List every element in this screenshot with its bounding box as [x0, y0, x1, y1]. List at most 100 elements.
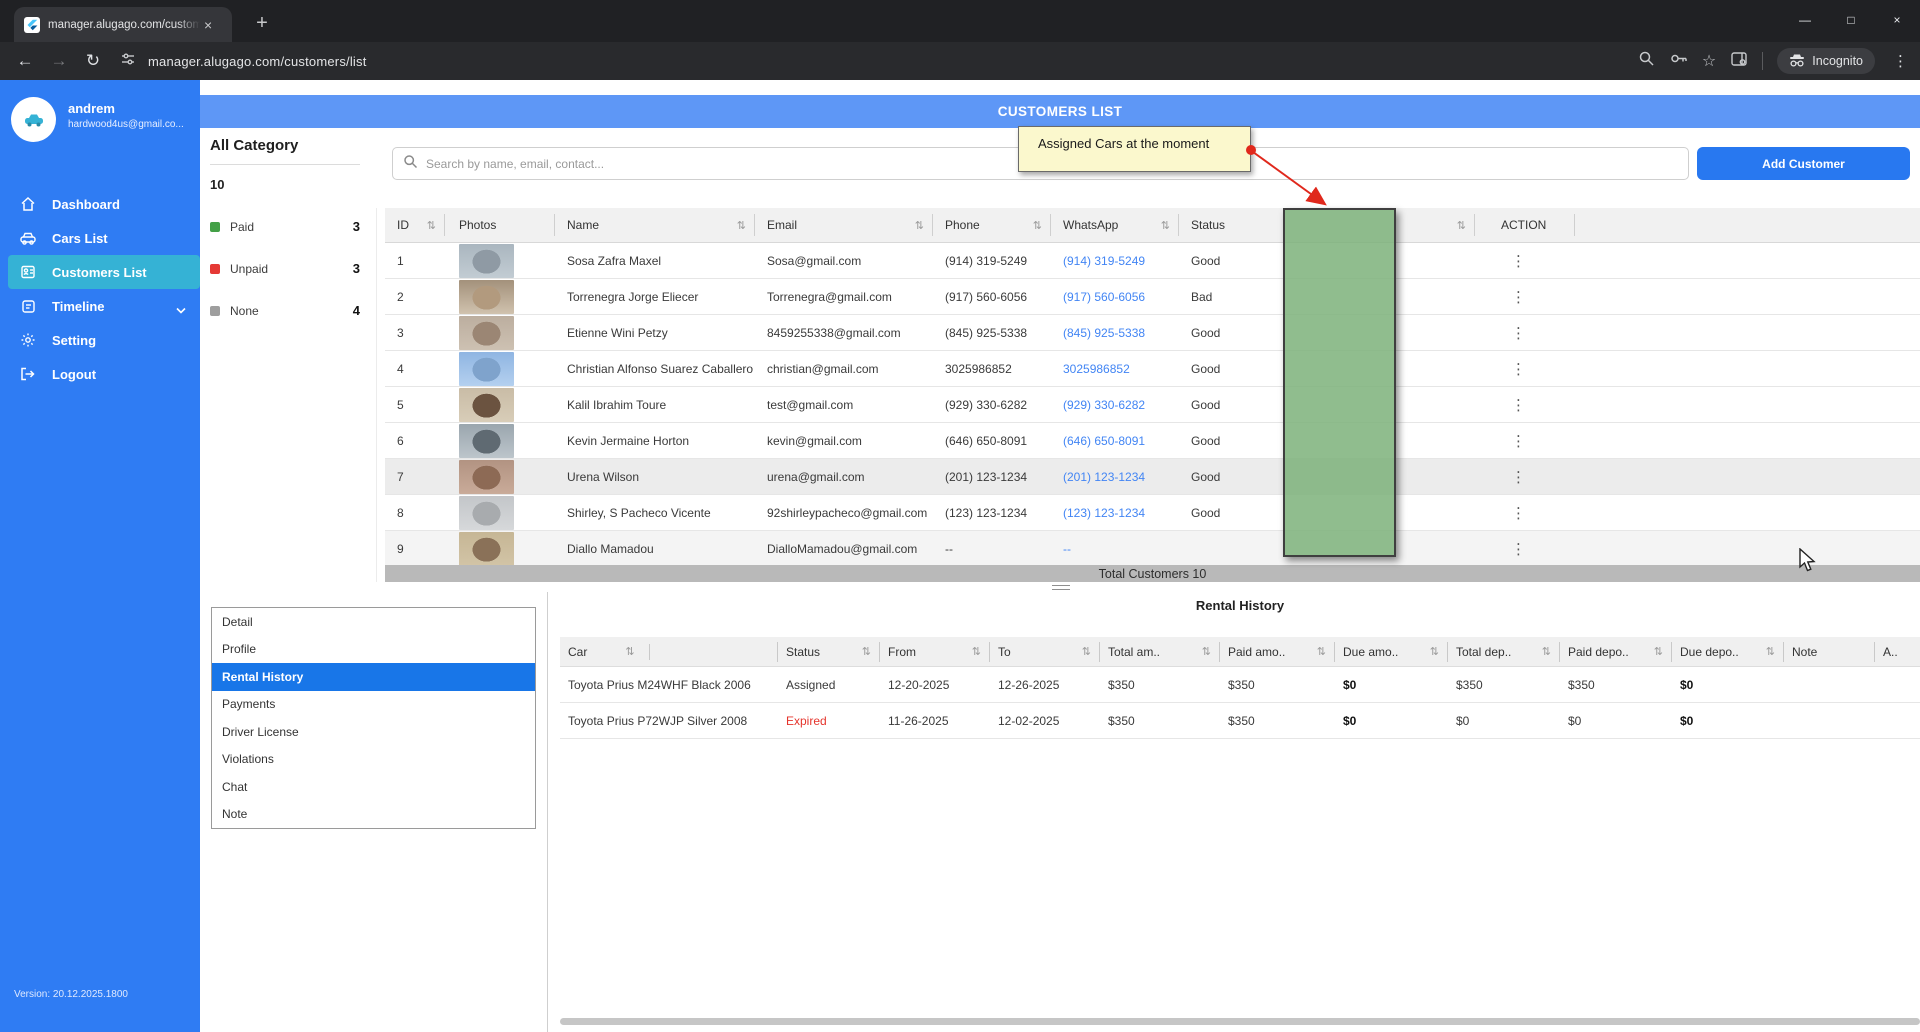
table-row[interactable]: 3 Etienne Wini Petzy 8459255338@gmail.co… [385, 315, 1920, 351]
tab-detail[interactable]: Detail [222, 614, 253, 629]
whatsapp-link[interactable]: (917) 560-6056 [1063, 289, 1146, 304]
window-close-button[interactable]: × [1893, 13, 1901, 27]
row-menu-icon[interactable]: ⋮ [1511, 540, 1526, 558]
window-controls: — □ × [1782, 0, 1920, 40]
row-menu-icon[interactable]: ⋮ [1511, 324, 1526, 342]
column-header-due-amount[interactable]: Due amo.. ⇅ [1335, 641, 1448, 662]
whatsapp-link[interactable]: (646) 650-8091 [1063, 433, 1146, 448]
row-menu-icon[interactable]: ⋮ [1511, 360, 1526, 378]
sidebar-item-timeline[interactable]: Timeline [0, 289, 200, 323]
url-text[interactable]: manager.alugago.com/customers/list [148, 53, 367, 69]
tab-violations[interactable]: Violations [222, 752, 274, 767]
table-row[interactable]: 4 Christian Alfonso Suarez Caballero chr… [385, 351, 1920, 387]
pane-resize-handle[interactable] [1052, 585, 1070, 593]
category-total: 10 [210, 177, 225, 192]
table-row[interactable]: 1 Sosa Zafra Maxel Sosa@gmail.com (914) … [385, 243, 1920, 279]
row-menu-icon[interactable]: ⋮ [1511, 396, 1526, 414]
rental-row[interactable]: Toyota Prius P72WJP Silver 2008 Expired … [560, 703, 1920, 739]
table-row[interactable]: 9 Diallo Mamadou DialloMamadou@gmail.com… [385, 531, 1920, 567]
assigned-cars-highlight [1283, 208, 1396, 557]
whatsapp-link[interactable]: (123) 123-1234 [1063, 505, 1146, 520]
tab-payments[interactable]: Payments [222, 697, 276, 712]
tab-chat[interactable]: Chat [222, 779, 248, 794]
new-tab-button[interactable]: + [256, 12, 268, 34]
column-header-id[interactable]: ID ⇅ [385, 214, 445, 236]
sidebar-item-cars-list[interactable]: Cars List [0, 221, 200, 255]
column-header-status[interactable]: Status [1191, 218, 1226, 232]
tab-driver-license[interactable]: Driver License [222, 724, 299, 739]
chevron-down-icon [176, 302, 186, 317]
category-item-unpaid[interactable]: Unpaid 3 [210, 261, 360, 276]
whatsapp-link[interactable]: 3025986852 [1063, 361, 1130, 376]
side-panel-icon[interactable] [1730, 50, 1748, 73]
row-menu-icon[interactable]: ⋮ [1511, 432, 1526, 450]
table-row[interactable]: 6 Kevin Jermaine Horton kevin@gmail.com … [385, 423, 1920, 459]
site-settings-icon[interactable] [120, 51, 136, 72]
logout-icon [18, 367, 38, 381]
column-header-phone[interactable]: Phone ⇅ [933, 214, 1051, 236]
horizontal-scrollbar[interactable] [560, 1018, 1920, 1025]
table-row[interactable]: 8 Shirley, S Pacheco Vicente 92shirleypa… [385, 495, 1920, 531]
table-row[interactable]: 2 Torrenegra Jorge Eliecer Torrenegra@gm… [385, 279, 1920, 315]
page-title: CUSTOMERS LIST [200, 95, 1920, 128]
whatsapp-link[interactable]: (929) 330-6282 [1063, 397, 1146, 412]
rental-history-header: Car ⇅ Status ⇅ From ⇅ To ⇅ Total am.. ⇅ Paid … [560, 637, 1920, 667]
sidebar: andrem hardwood4us@gmail.co... Dashboard… [0, 80, 200, 1032]
category-item-none[interactable]: None 4 [210, 303, 360, 318]
search-this-page-icon[interactable] [1638, 50, 1655, 72]
password-key-icon[interactable] [1669, 49, 1688, 73]
sidebar-item-label: Logout [52, 366, 97, 382]
table-row[interactable]: 7 Urena Wilson urena@gmail.com (201) 123… [385, 459, 1920, 495]
tab-profile[interactable]: Profile [222, 642, 257, 657]
tab-rental-history[interactable]: Rental History [212, 663, 535, 691]
whatsapp-link[interactable]: (914) 319-5249 [1063, 253, 1146, 268]
table-row[interactable]: 5 Kalil Ibrahim Toure test@gmail.com (92… [385, 387, 1920, 423]
column-header-name[interactable]: Name ⇅ [555, 214, 755, 236]
sort-icon: ⇅ [1653, 646, 1663, 658]
row-menu-icon[interactable]: ⋮ [1511, 468, 1526, 486]
sidebar-item-setting[interactable]: Setting [0, 323, 200, 357]
column-header-from[interactable]: From ⇅ [880, 641, 990, 662]
column-header-car[interactable]: Car ⇅ [560, 641, 778, 662]
row-menu-icon[interactable]: ⋮ [1511, 288, 1526, 306]
tab-note[interactable]: Note [222, 807, 248, 822]
column-header-total-amount[interactable]: Total am.. ⇅ [1100, 641, 1220, 662]
browser-menu-icon[interactable]: ⋮ [1893, 53, 1908, 70]
bookmark-star-icon[interactable]: ☆ [1701, 53, 1717, 70]
column-header-assigned-cars[interactable]: ⇅ [1285, 214, 1475, 236]
category-item-paid[interactable]: Paid 3 [210, 219, 360, 234]
add-customer-button[interactable]: Add Customer [1697, 147, 1910, 180]
reload-button[interactable]: ↻ [85, 51, 101, 70]
column-header-note[interactable]: Note [1784, 641, 1875, 662]
back-button[interactable]: ← [16, 51, 34, 70]
sidebar-item-customers-list[interactable]: Customers List [8, 255, 200, 289]
whatsapp-link[interactable]: (201) 123-1234 [1063, 469, 1146, 484]
column-header-to[interactable]: To ⇅ [990, 641, 1100, 662]
column-header-status[interactable]: Status ⇅ [778, 641, 880, 662]
column-header-email[interactable]: Email ⇅ [755, 214, 933, 236]
forward-button[interactable]: → [50, 51, 68, 70]
window-minimize-button[interactable]: — [1799, 13, 1811, 27]
row-menu-icon[interactable]: ⋮ [1511, 252, 1526, 270]
rental-row[interactable]: Toyota Prius M24WHF Black 2006 Assigned … [560, 667, 1920, 703]
window-maximize-button[interactable]: □ [1847, 13, 1855, 27]
row-menu-icon[interactable]: ⋮ [1511, 504, 1526, 522]
column-header-total-deposit[interactable]: Total dep.. ⇅ [1448, 641, 1560, 662]
browser-tab[interactable]: manager.alugago.com/custome × [14, 7, 232, 42]
sort-icon: ⇅ [1032, 219, 1042, 232]
rental-history-title: Rental History [1195, 598, 1285, 613]
total-customers-bar[interactable]: Total Customers 10 [385, 565, 1920, 582]
column-header-due-deposit[interactable]: Due depo.. ⇅ [1672, 641, 1784, 662]
sidebar-item-logout[interactable]: Logout [0, 357, 200, 391]
whatsapp-link[interactable]: -- [1063, 541, 1071, 556]
column-header-paid-amount[interactable]: Paid amo.. ⇅ [1220, 641, 1335, 662]
tab-close-icon[interactable]: × [204, 16, 213, 33]
column-header-paid-deposit[interactable]: Paid depo.. ⇅ [1560, 641, 1672, 662]
none-color-swatch [210, 305, 220, 316]
toolbar-right-icons: ☆ Incognito ⋮ [1638, 42, 1912, 80]
column-header-whatsapp[interactable]: WhatsApp ⇅ [1051, 214, 1179, 236]
sidebar-item-dashboard[interactable]: Dashboard [0, 187, 200, 221]
customer-photo [459, 351, 514, 386]
whatsapp-link[interactable]: (845) 925-5338 [1063, 325, 1146, 340]
column-header-photos[interactable]: Photos [445, 214, 555, 236]
